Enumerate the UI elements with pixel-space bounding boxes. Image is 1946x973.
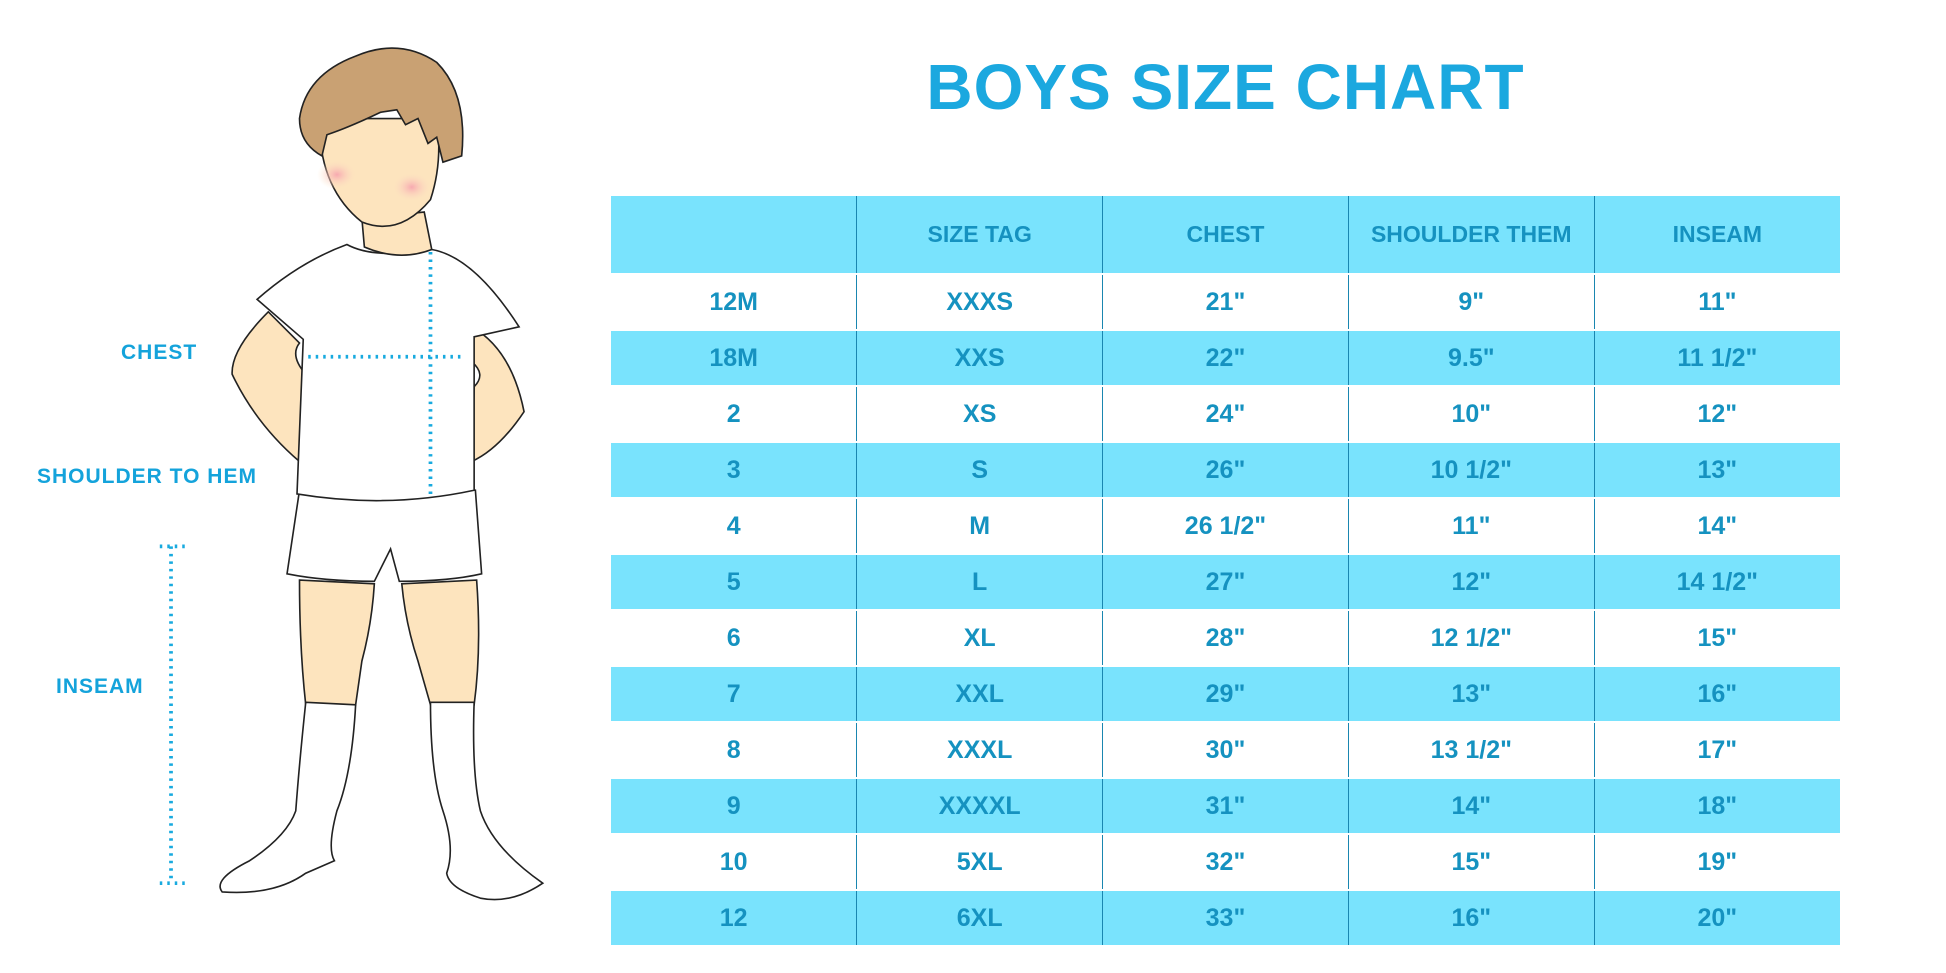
- table-cell: 14 1/2": [1593, 553, 1840, 610]
- table-cell: 7: [611, 665, 857, 722]
- table-header-row: SIZE TAG CHEST SHOULDER THEM INSEAM: [611, 196, 1840, 274]
- table-cell: 10: [611, 833, 857, 890]
- table-cell: XXL: [856, 665, 1103, 722]
- table-cell: 31": [1102, 777, 1349, 834]
- table-cell: 12M: [611, 273, 857, 330]
- table-row: 2 XS 24" 10" 12": [611, 385, 1840, 442]
- column-header: CHEST: [1102, 196, 1349, 274]
- table-cell: 27": [1102, 553, 1349, 610]
- table-cell: 18M: [611, 329, 857, 386]
- table-cell: 6XL: [856, 889, 1103, 945]
- table-cell: 16": [1347, 889, 1595, 945]
- table-cell: 9.5": [1347, 329, 1595, 386]
- chest-label: CHEST: [121, 341, 198, 364]
- table-cell: 2: [611, 385, 857, 442]
- table-cell: 14": [1347, 777, 1595, 834]
- table-cell: 6: [611, 609, 857, 666]
- table-cell: 15": [1347, 833, 1595, 890]
- table-cell: 20": [1593, 889, 1840, 945]
- table-row: 9 XXXXL 31" 14" 18": [611, 777, 1840, 834]
- table-row: 3 S 26" 10 1/2" 13": [611, 441, 1840, 498]
- table-cell: 5: [611, 553, 857, 610]
- table-cell: 10 1/2": [1347, 441, 1595, 498]
- table-cell: 10": [1347, 385, 1595, 442]
- table-cell: 18": [1593, 777, 1840, 834]
- table-cell: 11 1/2": [1593, 329, 1840, 386]
- column-header: INSEAM: [1593, 196, 1840, 274]
- size-chart-table: SIZE TAG CHEST SHOULDER THEM INSEAM 12M XXXS…: [611, 196, 1840, 945]
- table-cell: 12: [611, 889, 857, 945]
- table-cell: 13": [1593, 441, 1840, 498]
- table-cell: 17": [1593, 721, 1840, 778]
- table-cell: M: [856, 497, 1103, 554]
- table-cell: XXXXL: [856, 777, 1103, 834]
- page-title: BOYS SIZE CHART: [926, 51, 1525, 123]
- table-row: 6 XL 28" 12 1/2" 15": [611, 609, 1840, 666]
- table-cell: 13": [1347, 665, 1595, 722]
- table-cell: 29": [1102, 665, 1349, 722]
- table-cell: S: [856, 441, 1103, 498]
- inseam-label: INSEAM: [56, 675, 144, 698]
- table-cell: 24": [1102, 385, 1349, 442]
- column-header: [611, 196, 857, 274]
- table-row: 10 5XL 32" 15" 19": [611, 833, 1840, 890]
- table-cell: 33": [1102, 889, 1349, 945]
- table-cell: XXXS: [856, 273, 1103, 330]
- shoulder-to-hem-label: SHOULDER TO HEM: [37, 465, 257, 488]
- table-cell: 9": [1347, 273, 1595, 330]
- table-cell: XS: [856, 385, 1103, 442]
- table-cell: 8: [611, 721, 857, 778]
- table-cell: 30": [1102, 721, 1349, 778]
- table-cell: 28": [1102, 609, 1349, 666]
- column-header: SHOULDER THEM: [1347, 196, 1595, 274]
- table-cell: 4: [611, 497, 857, 554]
- table-row: 18M XXS 22" 9.5" 11 1/2": [611, 329, 1840, 386]
- table-cell: 16": [1593, 665, 1840, 722]
- table-row: 7 XXL 29" 13" 16": [611, 665, 1840, 722]
- table-row: 4 M 26 1/2" 11" 14": [611, 497, 1840, 554]
- table-row: 5 L 27" 12" 14 1/2": [611, 553, 1840, 610]
- boy-figure-illustration: [159, 47, 545, 901]
- table-cell: 19": [1593, 833, 1840, 890]
- table-cell: 15": [1593, 609, 1840, 666]
- table-cell: L: [856, 553, 1103, 610]
- table-cell: 11": [1347, 497, 1595, 554]
- table-cell: XXXL: [856, 721, 1103, 778]
- table-row: 12M XXXS 21" 9" 11": [611, 273, 1840, 330]
- table-cell: XXS: [856, 329, 1103, 386]
- table-cell: 3: [611, 441, 857, 498]
- table-row: 12 6XL 33" 16" 20": [611, 889, 1840, 945]
- table-cell: 9: [611, 777, 857, 834]
- table-cell: 12": [1347, 553, 1595, 610]
- table-cell: 22": [1102, 329, 1349, 386]
- table-cell: 12": [1593, 385, 1840, 442]
- table-row: 8 XXXL 30" 13 1/2" 17": [611, 721, 1840, 778]
- column-header: SIZE TAG: [856, 196, 1103, 274]
- table-cell: 12 1/2": [1347, 609, 1595, 666]
- table-cell: 14": [1593, 497, 1840, 554]
- table-cell: 21": [1102, 273, 1349, 330]
- table-cell: 26": [1102, 441, 1349, 498]
- table-cell: 26 1/2": [1102, 497, 1349, 554]
- table-cell: XL: [856, 609, 1103, 666]
- table-cell: 11": [1593, 273, 1840, 330]
- table-cell: 5XL: [856, 833, 1103, 890]
- table-cell: 32": [1102, 833, 1349, 890]
- table-cell: 13 1/2": [1347, 721, 1595, 778]
